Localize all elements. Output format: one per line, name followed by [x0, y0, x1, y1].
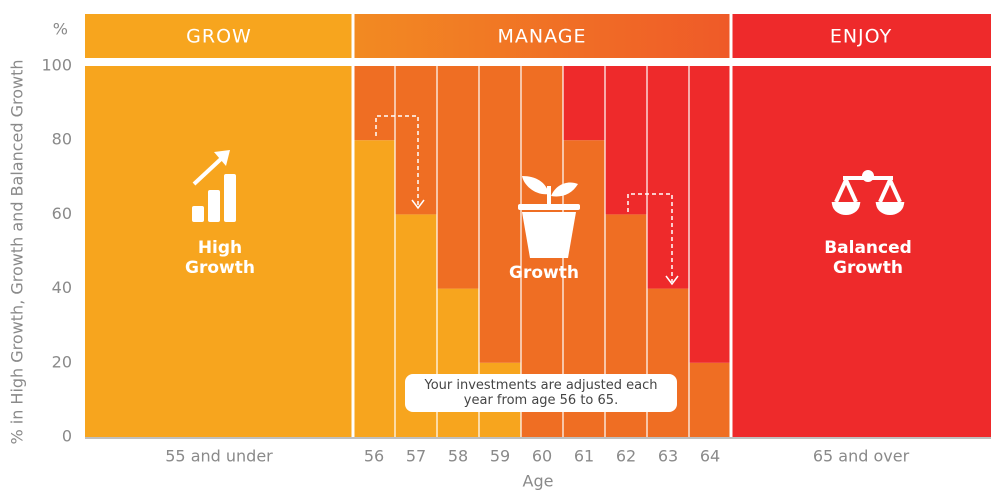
phase-band — [85, 14, 352, 58]
x-tick-label: 57 — [406, 447, 426, 466]
y-unit: % — [53, 20, 68, 39]
bar-segment — [689, 362, 731, 437]
phase-label: GROW — [186, 26, 252, 48]
bar-segment — [353, 66, 395, 141]
y-tick-label: 20 — [52, 352, 72, 371]
x-tick-label: 65 and over — [813, 447, 910, 466]
x-tick-label: 64 — [700, 447, 720, 466]
bar-segment — [689, 66, 731, 363]
bar-segment — [647, 66, 689, 289]
x-tick-label: 55 and under — [165, 447, 273, 466]
x-tick-label: 63 — [658, 447, 678, 466]
growth-chart-icon — [192, 150, 236, 222]
series-label: High Growth — [185, 238, 255, 278]
scales-icon — [831, 170, 905, 215]
arrow — [627, 193, 673, 282]
x-tick-label: 58 — [448, 447, 468, 466]
arrow-head — [411, 199, 425, 210]
series-label: Growth — [509, 263, 579, 283]
x-tick-label: 62 — [616, 447, 636, 466]
x-tick-label: 56 — [364, 447, 384, 466]
bar-segment — [437, 288, 479, 437]
x-tick-label: 59 — [490, 447, 510, 466]
bar-segment — [479, 66, 521, 363]
y-tick-label: 100 — [41, 56, 72, 75]
y-tick-label: 0 — [62, 427, 72, 446]
bar-segment — [563, 66, 605, 141]
phase-label: MANAGE — [498, 26, 587, 48]
y-axis-label: % in High Growth, Growth and Balanced Gr… — [8, 59, 27, 444]
overlay — [192, 115, 905, 286]
arrow — [375, 115, 419, 206]
x-tick-label: 60 — [532, 447, 552, 466]
phase-band — [732, 14, 991, 58]
y-tick-label: 40 — [52, 278, 72, 297]
annotation: Your investments are adjusted each year … — [405, 374, 677, 412]
y-tick-label: 60 — [52, 204, 72, 223]
bar-segment — [85, 66, 353, 437]
phase-label: ENJOY — [830, 26, 892, 48]
bar-segment — [395, 66, 437, 215]
bar-segment — [647, 288, 689, 437]
arrow-head — [665, 275, 679, 286]
x-tick-label: 61 — [574, 447, 594, 466]
bar-segment — [353, 140, 395, 437]
phase-band — [354, 14, 730, 58]
series-label: Balanced Growth — [824, 238, 912, 278]
bar-segment — [437, 66, 479, 289]
bar-segment — [605, 66, 647, 215]
plant-icon — [518, 176, 580, 258]
y-tick-label: 80 — [52, 130, 72, 149]
bar-segment — [731, 66, 991, 437]
x-axis-label: Age — [523, 472, 554, 491]
